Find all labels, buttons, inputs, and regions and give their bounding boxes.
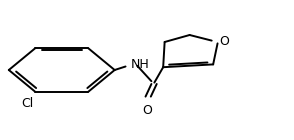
Text: O: O (142, 104, 152, 117)
Text: O: O (219, 35, 229, 48)
Text: NH: NH (131, 58, 150, 71)
Text: Cl: Cl (21, 97, 34, 110)
